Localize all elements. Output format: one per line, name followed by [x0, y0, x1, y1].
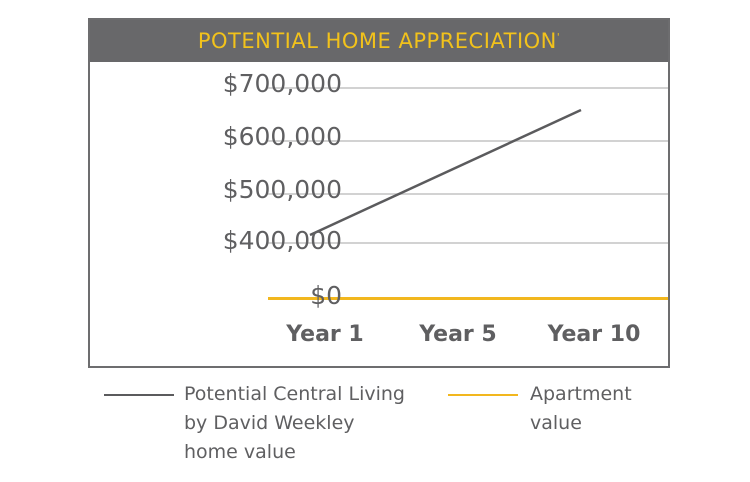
y-tick-600k: $600,000: [222, 122, 342, 151]
y-tick-700k: $700,000: [222, 69, 342, 98]
chart-frame: POTENTIAL HOME APPRECIATION': [88, 18, 670, 368]
legend-swatch-home: [104, 394, 174, 396]
x-tick-year-5: Year 5: [419, 322, 497, 347]
legend-label-home: Potential Central Living by David Weekle…: [184, 383, 405, 463]
home-value-line: [309, 108, 582, 237]
legend-label-apartment: Apartment value: [530, 383, 632, 434]
legend-swatch-apartment: [448, 394, 518, 396]
chart-header: POTENTIAL HOME APPRECIATION': [90, 20, 668, 62]
x-tick-year-1: Year 1: [286, 322, 364, 347]
y-tick-400k: $400,000: [222, 226, 342, 255]
y-tick-500k: $500,000: [222, 175, 342, 204]
x-tick-year-10: Year 10: [547, 322, 641, 347]
title-footnote: ': [556, 32, 561, 43]
y-tick-0: $0: [310, 281, 342, 310]
chart-title: POTENTIAL HOME APPRECIATION': [197, 29, 561, 53]
